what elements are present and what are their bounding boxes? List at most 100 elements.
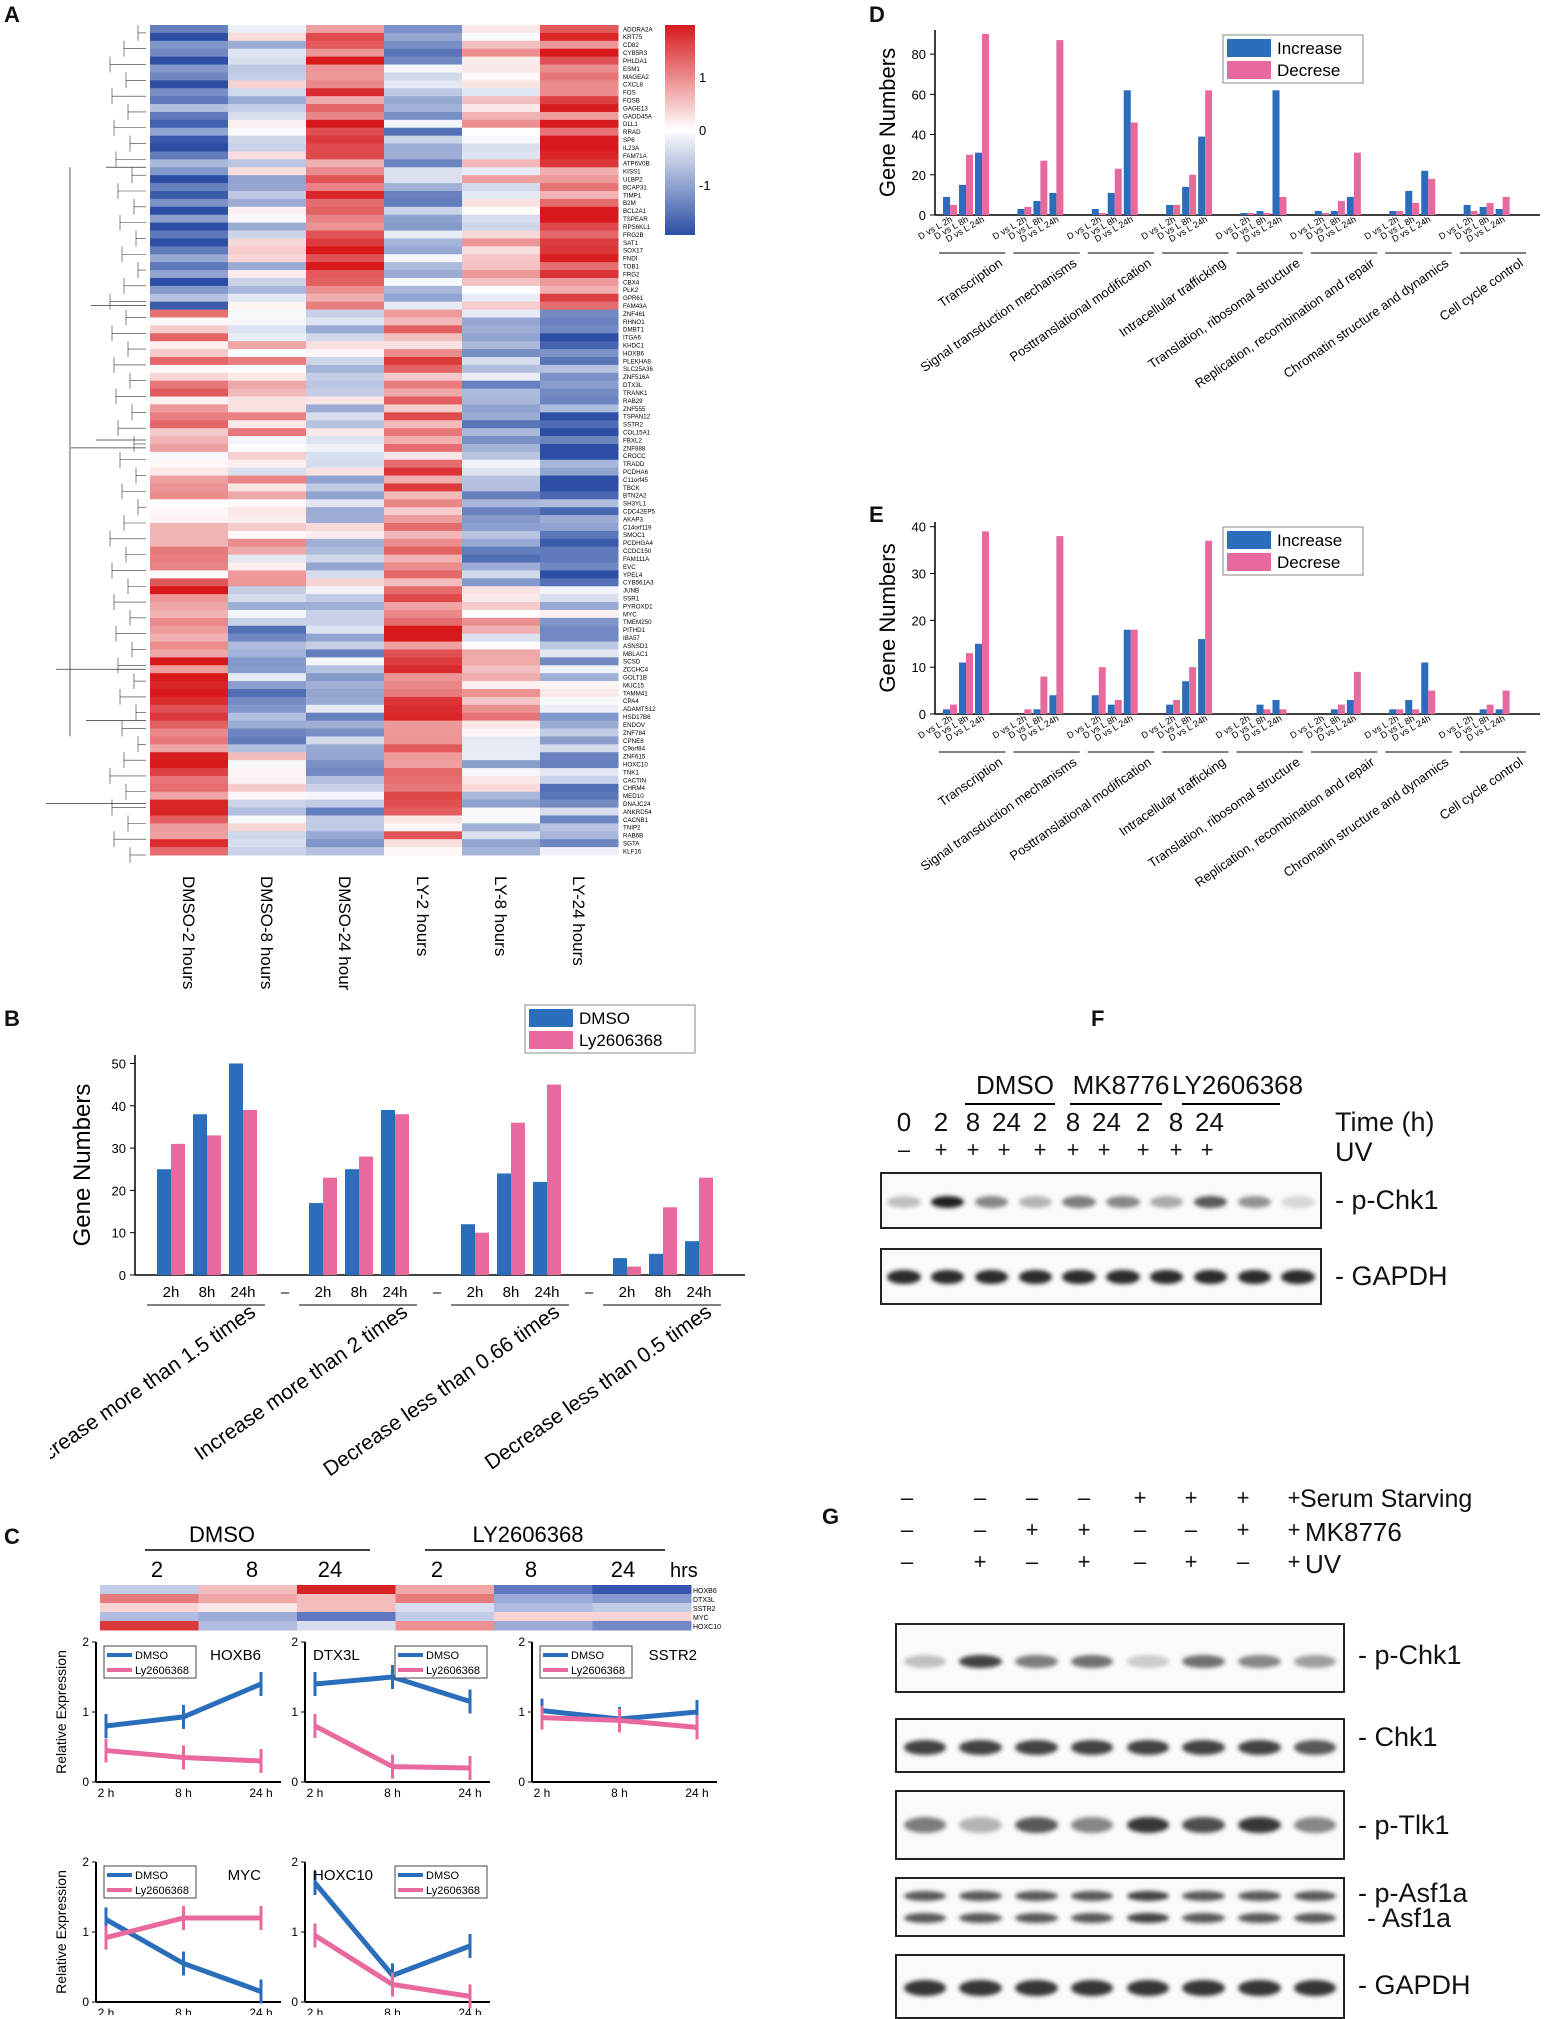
heatmap-cell [540,459,619,469]
heatmap-gene-label: TSPEAR [623,216,648,223]
heatmap-cell [462,594,541,603]
mini-heatmap-gene: DTX3L [693,1597,715,1604]
bar [1240,212,1248,215]
bar [1321,212,1329,215]
heatmap-cell [540,586,619,595]
x-tick-label: 24 h [458,1786,481,1800]
mini-heatmap-cell [297,1603,396,1613]
bar [1405,190,1413,215]
legend-label: Ly2606368 [426,1665,480,1677]
heatmap-cell [462,206,541,216]
heatmap-cell [228,570,307,579]
heatmap-cell [228,40,307,50]
treatment-group-label: DMSO [976,1070,1054,1100]
legend-swatch [1227,531,1271,549]
y-tick-label: 2 [82,1855,89,1869]
y-tick-label: 20 [112,1183,126,1198]
bar [1123,90,1131,215]
x-tick-label: 24 h [458,2006,481,2015]
heatmap-cell [462,839,541,848]
heatmap-cell [384,712,463,722]
heatmap-cell [306,443,385,453]
heatmap-cell [384,839,463,848]
heatmap-cell [384,538,463,548]
heatmap-gene-label: CYB5R3 [623,50,648,57]
heatmap-cell [462,815,541,824]
mini-heatmap-cell [592,1621,692,1631]
heatmap-cell [150,222,229,232]
heatmap-cell [228,372,307,382]
legend-box [539,1645,633,1679]
heatmap-cell [462,436,541,445]
heatmap-cell [462,64,541,73]
heatmap-cell [306,151,385,160]
mini-heatmap-cell [100,1621,199,1631]
blot-band [1182,1891,1225,1901]
heatmap-cell [384,349,463,358]
heatmap-gene-label: ANKRD54 [623,809,652,816]
heatmap-cell [228,530,307,540]
legend-box [103,1645,197,1679]
time-label: 2 [431,1557,443,1582]
bar [1205,90,1213,215]
heatmap-gene-label: CYB561A3 [623,580,654,587]
heatmap-cell [462,689,541,698]
time-point: 8 [1065,1107,1081,1137]
blot-band [959,1655,1002,1668]
treatment-sign: – [973,1517,987,1542]
heatmap-cell [384,317,463,326]
heatmap-cell [462,696,541,706]
bar [1412,709,1420,714]
heatmap-cell [540,262,619,271]
heatmap-cell [150,562,229,571]
legend-label: Ly2606368 [571,1665,625,1677]
bar [1272,90,1280,215]
blot-band [974,1270,1009,1284]
heatmap-cell [540,325,619,334]
x-tick-label: 24h [382,1284,407,1301]
heatmap-gene-label: SP6 [623,137,635,144]
panel-letter-e: E [869,502,884,527]
y-tick-label: 40 [912,128,926,143]
heatmap-cell [306,325,385,334]
heatmap-cell [540,428,619,437]
uv-sign: + [966,1137,980,1162]
panel-letter-a: A [4,2,20,27]
bar [1412,202,1420,215]
heatmap-cell [462,32,541,42]
heatmap-cell [228,317,307,326]
heatmap-gene-label: KHDC1 [623,343,645,350]
blot-band [974,1196,1009,1208]
heatmap-gene-label: ADORA2A [623,26,653,33]
heatmap-cell [462,681,541,690]
heatmap-cell [384,546,463,556]
heatmap-cell [462,341,541,350]
heatmap-cell [150,451,229,461]
heatmap-cell [306,459,385,469]
heatmap-cell [150,135,229,145]
legend-label: Ly2606368 [579,1031,663,1050]
heatmap-cell [228,744,307,753]
blot-band [1106,1270,1140,1284]
bar [1479,709,1487,714]
heatmap-cell [384,56,463,66]
heatmap-cell [150,467,229,477]
heatmap-gene-label: KRT75 [623,34,643,41]
heatmap-cell [384,578,463,587]
heatmap-cell [540,191,619,200]
uv-sign: + [1033,1137,1047,1162]
heatmap-gene-label: CXCL8 [623,82,644,89]
bar [975,152,982,215]
heatmap-cell [384,301,463,311]
band-label: - Asf1a [1367,1903,1452,1933]
heatmap-gene-label: TNK1 [623,769,639,776]
heatmap-cell [384,847,463,856]
heatmap-cell [384,467,463,477]
heatmap-cell [462,499,541,508]
group-label: Decrease less than 0.66 times [319,1300,564,1481]
heatmap-gene-label: RAB6B [623,833,643,840]
heatmap-cell [150,40,229,50]
group-separator: – [281,1284,290,1301]
heatmap-cell [384,104,463,113]
heatmap-cell [540,562,619,571]
